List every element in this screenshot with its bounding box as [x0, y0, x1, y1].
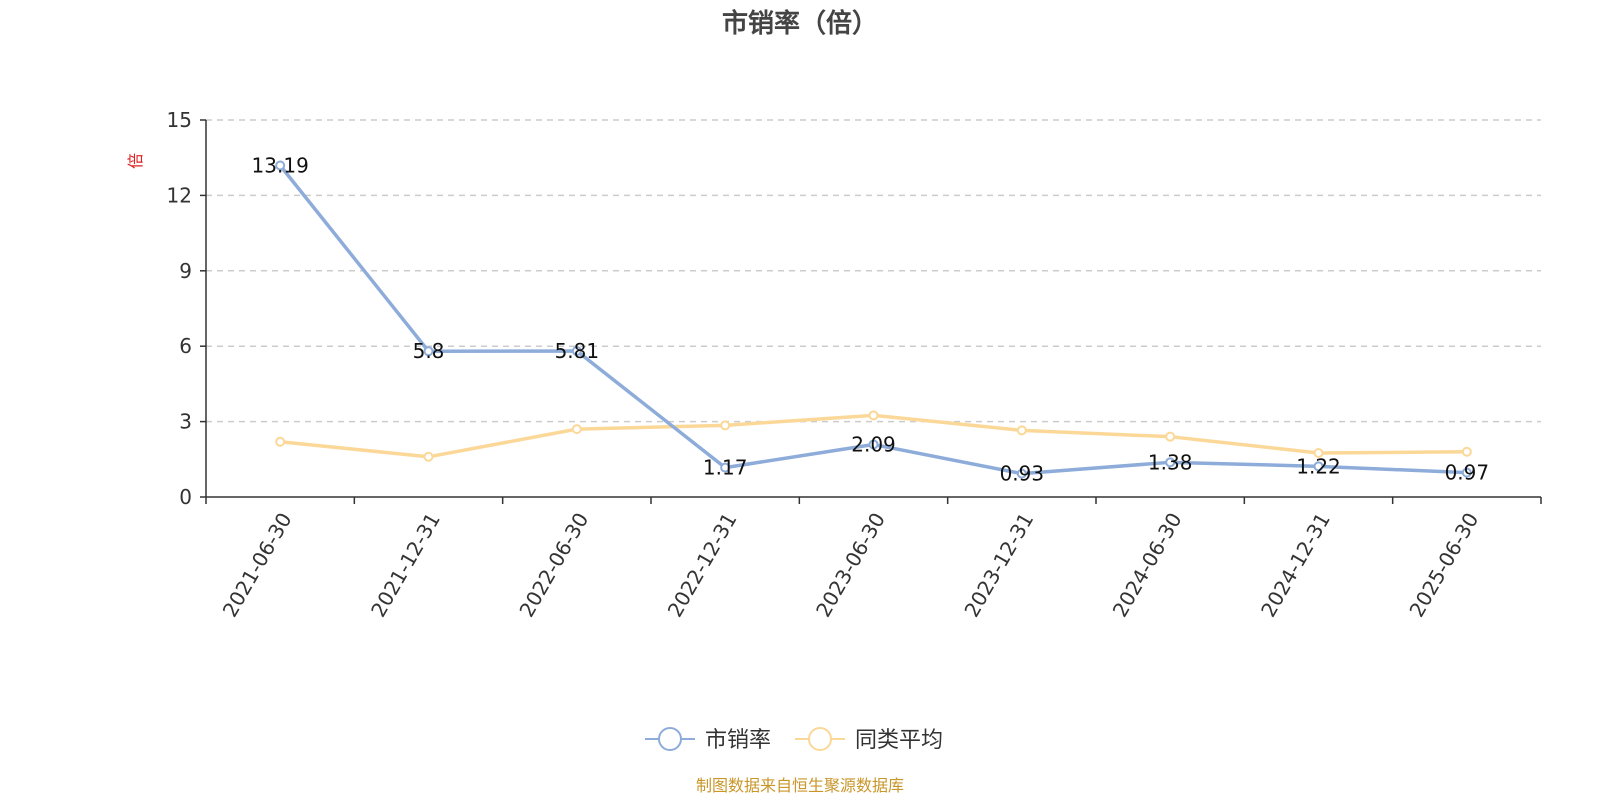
legend-marker: [658, 727, 682, 751]
data-label: 1.38: [1148, 450, 1193, 474]
data-point: [868, 410, 879, 421]
axes: 0 3 6 9 12 15 2021-06-30 2021-12-31 2022-06-30 20…: [167, 108, 1542, 622]
data-point: [1016, 425, 1027, 436]
source-note: 制图数据来自恒生聚源数据库: [696, 776, 904, 795]
x-tick-label: 2023-06-30: [811, 509, 890, 622]
x-tick-label: 2022-06-30: [514, 509, 593, 622]
x-tick-label: 2023-12-31: [959, 508, 1038, 621]
data-labels: 13.19 5.8 5.81 1.17 2.09 0.93 1.38 1.22 0.97: [252, 153, 1490, 485]
x-tick-label: 2021-06-30: [218, 509, 297, 622]
data-point: [423, 451, 434, 462]
legend-label: 市销率: [705, 728, 771, 753]
x-tick-label: 2024-12-31: [1256, 509, 1335, 622]
y-tick-label: 15: [167, 108, 192, 132]
x-tick-label: 2021-12-31: [366, 509, 445, 622]
data-point: [571, 345, 582, 356]
data-point: [1165, 431, 1176, 442]
data-point: [1461, 446, 1472, 457]
data-label: 1.17: [703, 456, 748, 480]
data-point: [1461, 467, 1472, 478]
x-tick-label: 2025-06-30: [1404, 509, 1483, 622]
data-label: 1.22: [1296, 454, 1341, 478]
y-tick-label: 12: [167, 183, 192, 207]
grid-lines: [206, 119, 1541, 423]
data-label: 5.81: [555, 339, 600, 363]
data-label: 13.19: [252, 153, 309, 177]
x-tick-label: 2024-06-30: [1108, 509, 1187, 622]
y-tick-label: 0: [179, 485, 192, 509]
y-tick-label: 3: [179, 410, 192, 434]
x-tick-label: 2022-12-31: [663, 509, 742, 622]
data-point: [720, 462, 731, 473]
data-point: [423, 346, 434, 357]
chart-title: 市销率（倍）: [722, 8, 878, 39]
y-axis-unit-label: 倍: [126, 153, 145, 169]
series: [275, 160, 1472, 479]
legend-label: 同类平均: [855, 728, 943, 753]
y-tick-label: 6: [179, 334, 192, 358]
data-label: 5.8: [413, 339, 445, 363]
data-point: [868, 439, 879, 450]
data-label: 2.09: [851, 432, 896, 456]
data-point: [275, 160, 286, 171]
data-point: [1313, 461, 1324, 472]
legend: 市销率 同类平均: [645, 727, 943, 753]
y-tick-label: 9: [179, 259, 192, 283]
data-point: [1165, 457, 1176, 468]
data-label: 0.97: [1445, 461, 1490, 485]
data-label: 0.93: [1000, 462, 1045, 486]
data-point: [1016, 468, 1027, 479]
data-point: [571, 424, 582, 435]
series-line: [278, 164, 1467, 476]
data-point: [275, 436, 286, 447]
data-point: [720, 420, 731, 431]
legend-marker: [808, 727, 832, 751]
data-point: [1313, 448, 1324, 459]
